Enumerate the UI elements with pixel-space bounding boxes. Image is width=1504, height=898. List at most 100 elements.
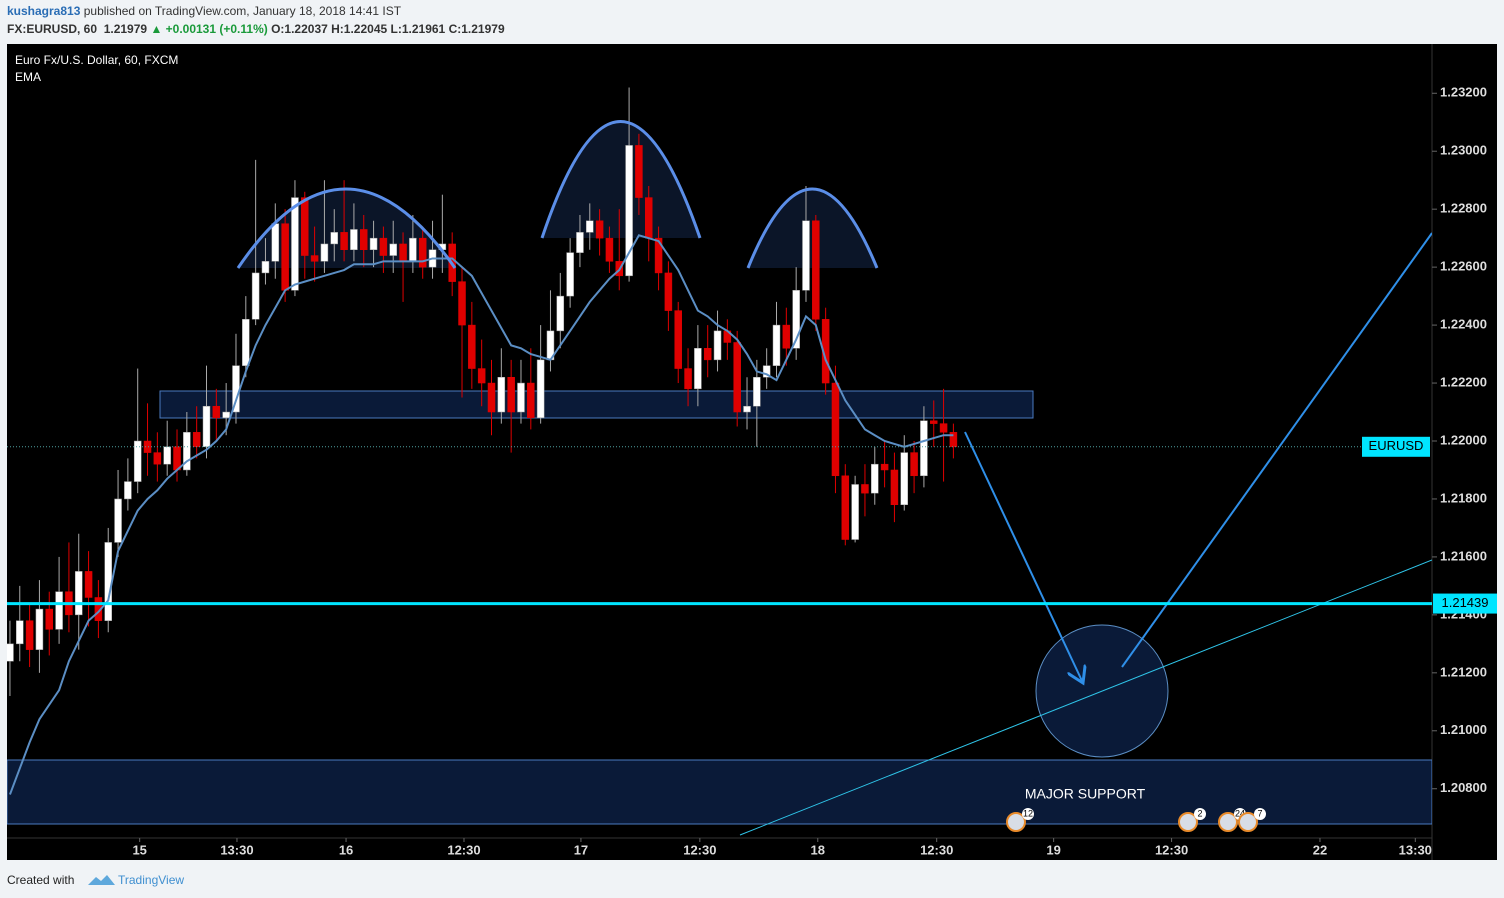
event-count-bg xyxy=(1194,808,1206,820)
candle-body xyxy=(487,382,496,413)
change: ▲ +0.00131 (+0.11%) xyxy=(150,22,268,36)
candle-body xyxy=(920,420,928,477)
candle-body xyxy=(703,348,712,361)
candle-body xyxy=(595,220,604,239)
candle-body xyxy=(45,608,54,630)
candle-body xyxy=(664,272,673,311)
symbol-badge: EURUSD xyxy=(1369,438,1424,453)
logo xyxy=(88,875,115,885)
x-tick-label: 12:30 xyxy=(1155,842,1188,857)
candle-body xyxy=(261,261,270,274)
y-tick-label: 1.22400 xyxy=(1440,317,1487,332)
x-tick-label: 12:30 xyxy=(920,842,953,857)
legend-ema: EMA xyxy=(15,70,41,84)
candle-body xyxy=(841,475,850,540)
event-count: 12 xyxy=(1023,808,1033,818)
candle-body xyxy=(762,365,771,378)
candle-body xyxy=(183,432,191,471)
x-tick-label: 19 xyxy=(1046,842,1060,857)
support-label: 1.21439 xyxy=(1442,595,1489,610)
x-tick-label: 16 xyxy=(339,842,353,857)
author[interactable]: kushagra813 xyxy=(7,4,81,18)
candle-body xyxy=(477,368,486,384)
candle-body xyxy=(104,542,112,621)
candle-body xyxy=(369,237,378,250)
y-tick-label: 1.23000 xyxy=(1440,143,1487,158)
down-arrow xyxy=(964,431,1083,683)
x-tick-label: 15 xyxy=(132,842,146,857)
candle-body xyxy=(713,330,722,361)
symbol: FX:EURUSD, 60 xyxy=(7,22,98,36)
candle-body xyxy=(605,237,614,262)
candle-body xyxy=(330,232,339,245)
candle-body xyxy=(861,484,869,494)
candle-body xyxy=(55,591,63,630)
candle-body xyxy=(468,324,476,369)
y-tick-label: 1.22200 xyxy=(1440,374,1487,389)
h: H:1.22045 xyxy=(331,22,388,36)
candle-body xyxy=(654,237,663,274)
candle-body xyxy=(340,232,348,250)
x-tick-label: 13:30 xyxy=(1399,842,1432,857)
candle-body xyxy=(84,571,93,598)
candle-body xyxy=(291,197,299,291)
up-arrow xyxy=(1121,232,1432,668)
candle-body xyxy=(782,324,791,349)
left-shoulder xyxy=(236,187,457,269)
trend-line xyxy=(739,559,1432,836)
candle-body xyxy=(694,348,702,390)
candle-body xyxy=(7,643,14,662)
x-tick-label: 22 xyxy=(1313,842,1327,857)
candle-body xyxy=(16,620,24,645)
l: L:1.21961 xyxy=(390,22,446,36)
candle-body xyxy=(153,452,162,465)
candle-body xyxy=(821,319,830,384)
candle-body xyxy=(536,359,545,419)
y-tick-label: 1.21200 xyxy=(1440,664,1487,679)
candle-body xyxy=(389,243,397,256)
candle-body xyxy=(674,310,682,369)
candle-body xyxy=(497,376,506,413)
candle-body xyxy=(350,229,358,250)
candle-body xyxy=(320,243,329,262)
neckline-zone xyxy=(159,390,1034,419)
candle-body xyxy=(212,405,221,419)
candle-body xyxy=(527,382,535,419)
event-count: 2 xyxy=(1197,808,1202,818)
plot xyxy=(7,87,958,795)
candle-body xyxy=(310,255,319,262)
head xyxy=(540,120,702,239)
candle-body xyxy=(192,432,201,448)
candle-body xyxy=(753,376,761,407)
candle-body xyxy=(586,220,594,233)
support-zone xyxy=(7,759,1432,825)
candle-body xyxy=(379,237,388,256)
event-count-bg xyxy=(1254,808,1266,820)
published: published on TradingView.com, January 18… xyxy=(83,4,402,18)
event-count: 24 xyxy=(1235,808,1245,818)
candle-body xyxy=(880,463,889,471)
event-icon xyxy=(1218,812,1238,832)
event-icon xyxy=(1006,812,1026,832)
y-tick-label: 1.23200 xyxy=(1440,85,1487,100)
candle-body xyxy=(743,405,751,413)
right-shoulder xyxy=(746,187,879,269)
candle-body xyxy=(251,272,260,320)
y-tick-label: 1.21000 xyxy=(1440,722,1487,737)
footer-brand[interactable]: TradingView xyxy=(118,873,184,887)
x-tick-label: 12:30 xyxy=(447,842,480,857)
event-icon xyxy=(1178,812,1198,832)
candle-body xyxy=(301,197,309,256)
candle-body xyxy=(163,446,171,465)
candle-body xyxy=(576,232,584,253)
overlay: MAJOR SUPPORT xyxy=(236,120,1432,836)
c: C:1.21979 xyxy=(448,22,505,36)
publish-line: kushagra813 published on TradingView.com… xyxy=(7,4,401,18)
candle-body xyxy=(812,220,820,320)
candle-body xyxy=(635,145,643,198)
last: 1.21979 xyxy=(103,22,148,36)
candle-body xyxy=(399,243,407,262)
candle-body xyxy=(281,223,289,291)
x-tick-label: 12:30 xyxy=(683,842,716,857)
event-count-bg xyxy=(1022,808,1034,820)
